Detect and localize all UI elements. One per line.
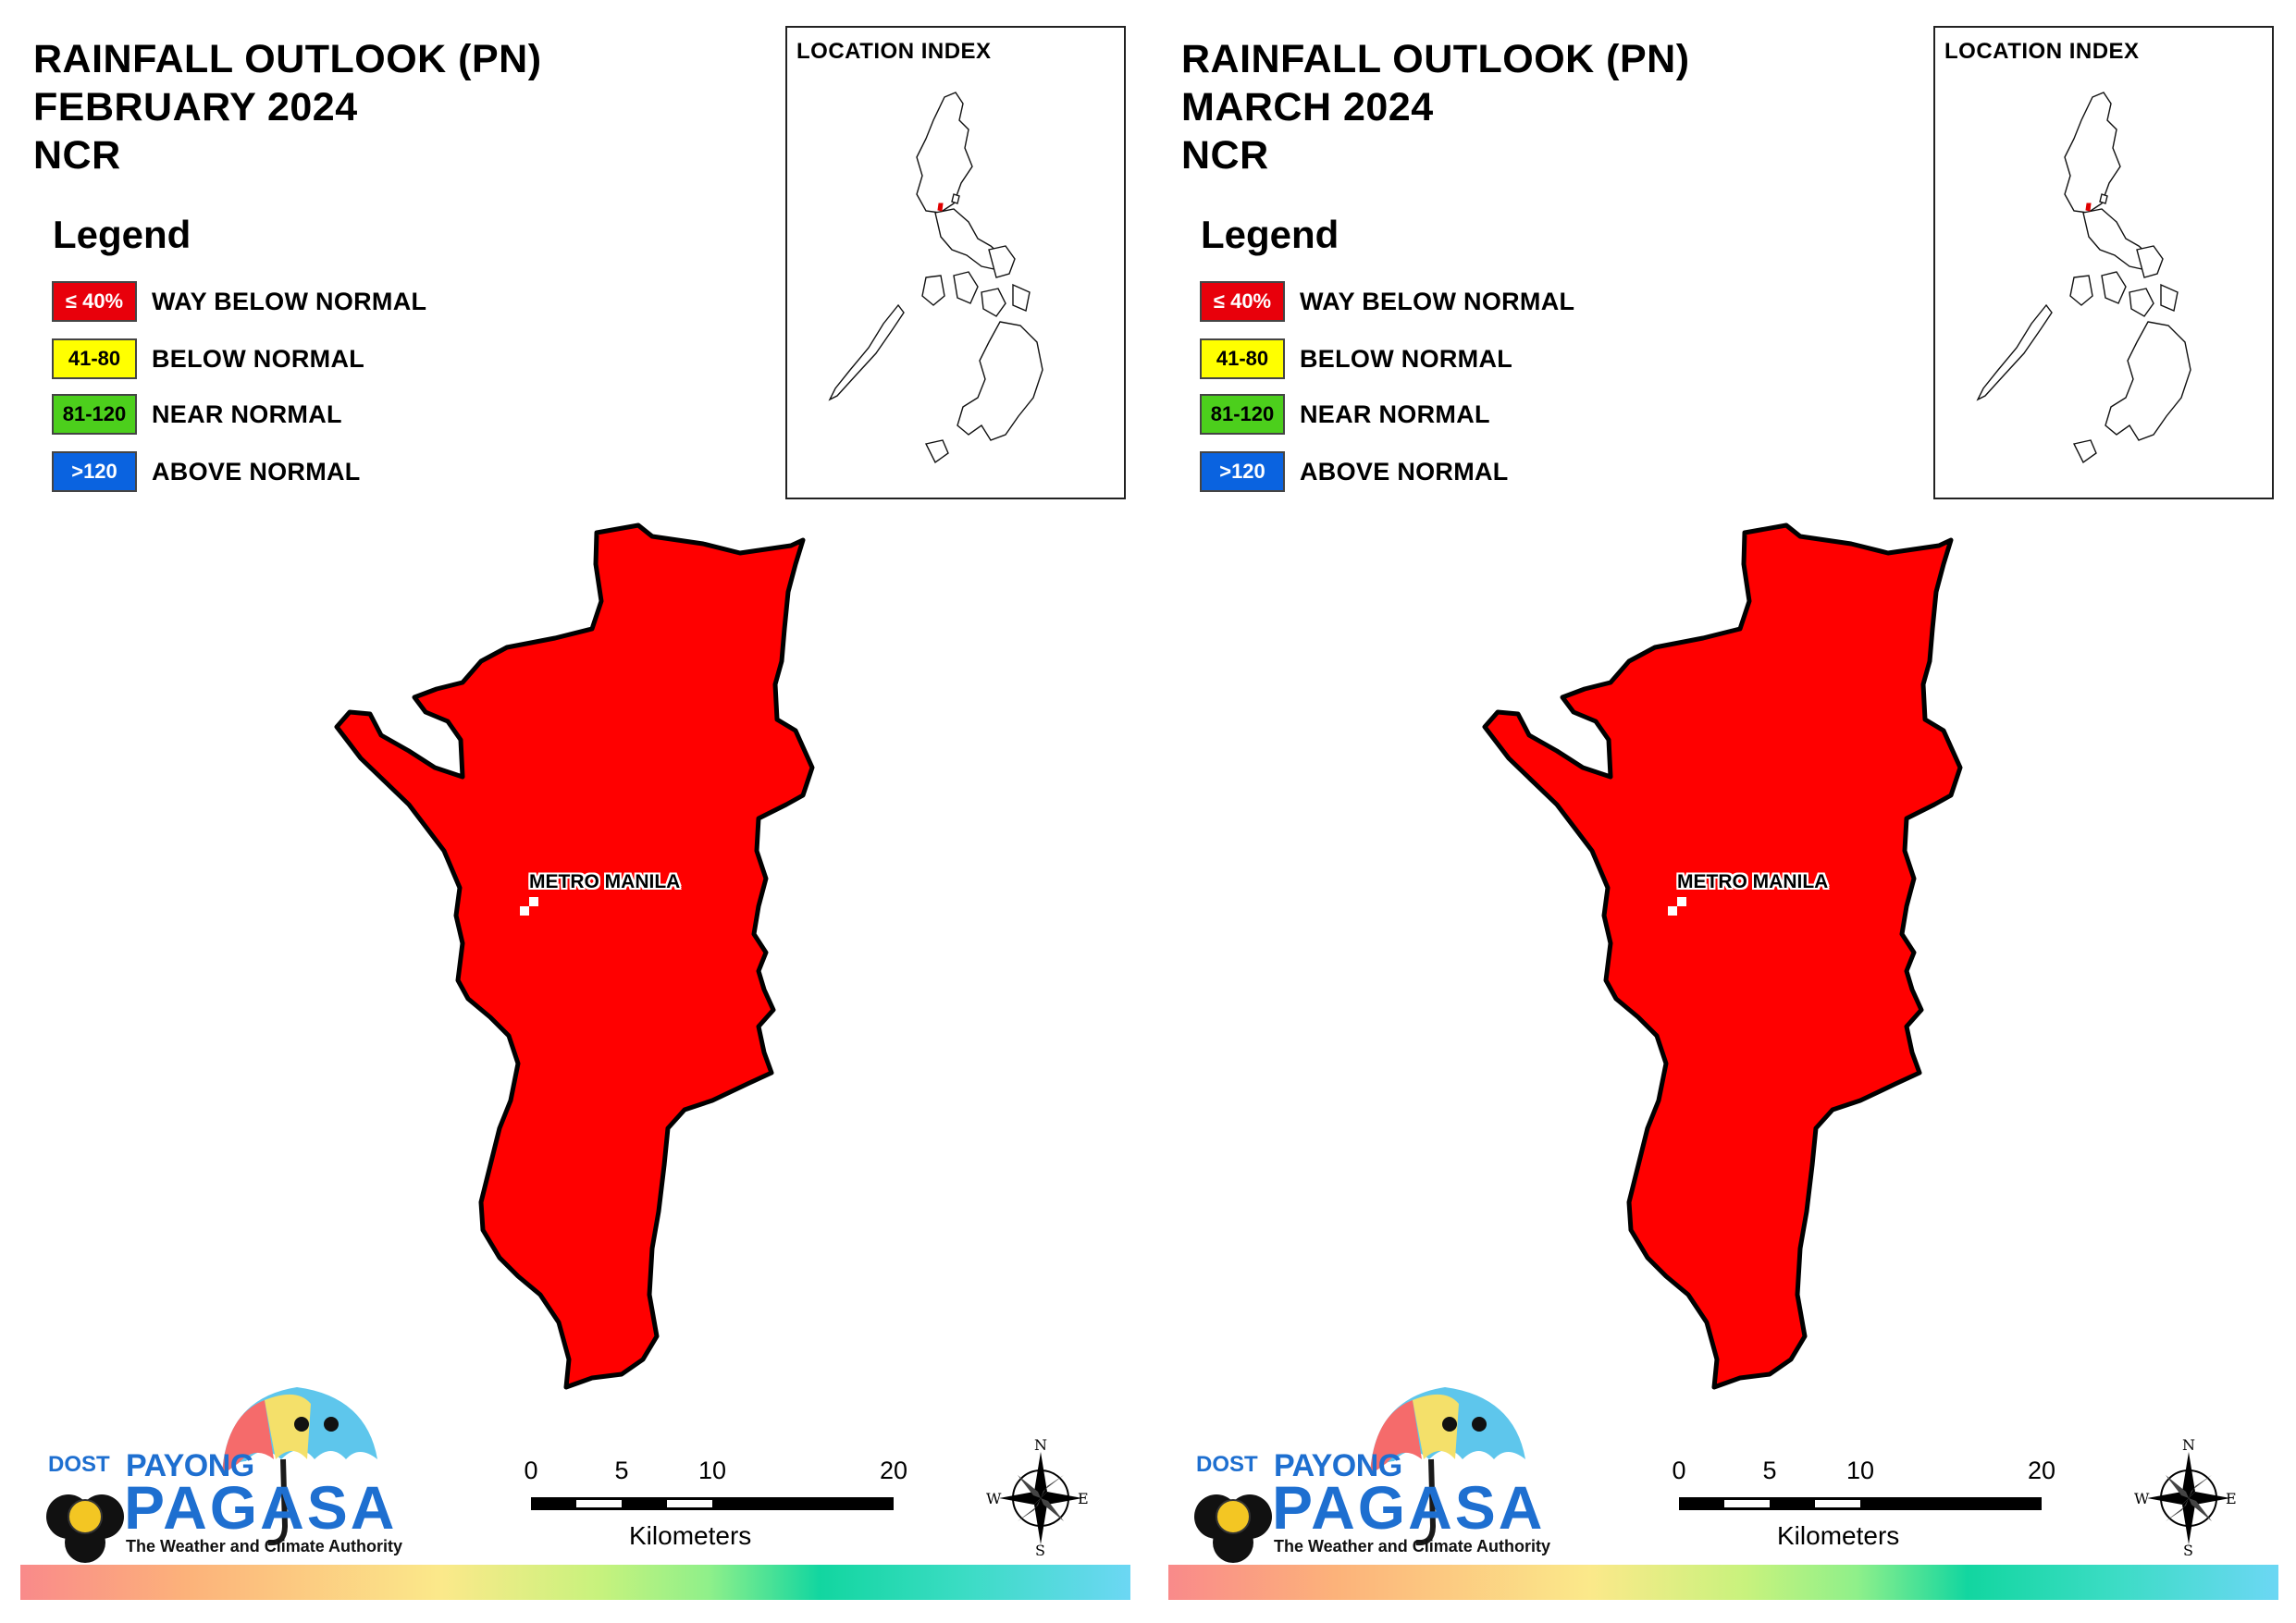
compass-w: W xyxy=(986,1490,1002,1507)
north-arrow-compass: N E S W xyxy=(2134,1436,2240,1559)
scale-units-label: Kilometers xyxy=(1777,1521,1900,1550)
legend-swatch: 81-120 xyxy=(1200,394,1285,435)
compass-n: N xyxy=(1034,1436,1047,1454)
metro-manila-region xyxy=(334,523,815,1390)
legend-swatch: 41-80 xyxy=(52,338,137,379)
title-line-1: RAINFALL OUTLOOK (PN) xyxy=(33,37,542,81)
logo-payong-text: PAYONG xyxy=(1274,1448,1402,1483)
logo-tagline: The Weather and Climate Authority xyxy=(1274,1537,1551,1555)
ncr-rainfall-map xyxy=(334,523,815,1390)
data-gap-pixel xyxy=(1668,906,1677,916)
logo-dost-text: DOST xyxy=(48,1452,110,1477)
ncr-marker xyxy=(937,203,944,212)
legend-swatch: >120 xyxy=(52,451,137,492)
scale-tick-label: 10 xyxy=(697,1457,727,1484)
scale-tick-label: 5 xyxy=(1762,1457,1777,1484)
compass-s: S xyxy=(2183,1542,2193,1559)
umbrella-icon xyxy=(1194,1387,1525,1563)
logo-payong-text: PAYONG xyxy=(126,1448,254,1483)
scale-tick-label: 0 xyxy=(524,1457,538,1484)
legend-label: NEAR NORMAL xyxy=(1300,400,1490,428)
title-line-3: NCR xyxy=(33,133,121,178)
compass-rose-icon xyxy=(999,1452,1082,1544)
philippines-outline-map xyxy=(1976,92,2191,464)
scale-bar: 0 5 10 20 Kilometers xyxy=(1666,1457,2073,1558)
scale-bar: 0 5 10 20 Kilometers xyxy=(518,1457,925,1558)
compass-n: N xyxy=(2182,1436,2195,1454)
scale-bar-segments xyxy=(531,1497,894,1510)
logo-tagline: The Weather and Climate Authority xyxy=(126,1537,403,1555)
legend-item-above-normal: >120 ABOVE NORMAL xyxy=(1200,450,1509,493)
map-title: RAINFALL OUTLOOK (PN) MARCH 2024 NCR xyxy=(1181,35,1690,179)
compass-rose-icon xyxy=(2147,1452,2230,1544)
logo-dost-text: DOST xyxy=(1196,1452,1258,1477)
compass-e: E xyxy=(1078,1490,1089,1507)
compass-s: S xyxy=(1035,1542,1045,1559)
scale-tick-label: 20 xyxy=(879,1457,908,1484)
map-title: RAINFALL OUTLOOK (PN) FEBRUARY 2024 NCR xyxy=(33,35,542,179)
compass-e: E xyxy=(2226,1490,2237,1507)
legend-label: ABOVE NORMAL xyxy=(152,457,361,486)
legend-swatch: >120 xyxy=(1200,451,1285,492)
compass-w: W xyxy=(2134,1490,2150,1507)
payong-pagasa-logo: DOST PAYONG PAGASA The Weather and Clima… xyxy=(33,1387,402,1563)
legend-item-near-normal: 81-120 NEAR NORMAL xyxy=(1200,393,1490,436)
legend-label: NEAR NORMAL xyxy=(152,400,342,428)
ncr-marker xyxy=(2085,203,2092,212)
legend-swatch: 41-80 xyxy=(1200,338,1285,379)
location-index-inset: LOCATION INDEX xyxy=(1933,26,2274,499)
outlook-panel: RAINFALL OUTLOOK (PN) MARCH 2024 NCR Leg… xyxy=(1148,0,2296,1623)
inset-title: LOCATION INDEX xyxy=(1944,39,2140,64)
legend-heading: Legend xyxy=(53,213,191,256)
legend-heading: Legend xyxy=(1201,213,1339,256)
legend-swatch: ≤ 40% xyxy=(1200,281,1285,322)
legend-item-way-below-normal: ≤ 40% WAY BELOW NORMAL xyxy=(52,280,426,323)
scale-tick-label: 0 xyxy=(1672,1457,1686,1484)
north-arrow-compass: N E S W xyxy=(986,1436,1092,1559)
logo-pagasa-text: PAGASA xyxy=(1272,1473,1546,1542)
legend-label: WAY BELOW NORMAL xyxy=(1300,287,1575,315)
inset-title: LOCATION INDEX xyxy=(796,39,992,64)
outlook-panel: RAINFALL OUTLOOK (PN) FEBRUARY 2024 NCR … xyxy=(20,26,1130,1600)
scale-tick-label: 10 xyxy=(1845,1457,1875,1484)
title-line-3: NCR xyxy=(1181,133,1269,178)
legend-item-above-normal: >120 ABOVE NORMAL xyxy=(52,450,361,493)
legend-label: WAY BELOW NORMAL xyxy=(152,287,427,315)
title-line-2: MARCH 2024 xyxy=(1181,85,1434,129)
location-index-inset: LOCATION INDEX xyxy=(785,26,1126,499)
footer-gradient-bar xyxy=(20,1565,1130,1600)
legend-item-below-normal: 41-80 BELOW NORMAL xyxy=(1200,338,1512,380)
legend-label: ABOVE NORMAL xyxy=(1300,457,1509,486)
data-gap-pixel xyxy=(529,897,538,906)
payong-pagasa-logo: DOST PAYONG PAGASA The Weather and Clima… xyxy=(1181,1387,1550,1563)
scale-units-label: Kilometers xyxy=(629,1521,752,1550)
legend-item-near-normal: 81-120 NEAR NORMAL xyxy=(52,393,342,436)
legend-swatch: ≤ 40% xyxy=(52,281,137,322)
scale-tick-label: 20 xyxy=(2027,1457,2056,1484)
logo-pagasa-text: PAGASA xyxy=(124,1473,398,1542)
philippines-outline-map xyxy=(828,92,1043,464)
legend-item-below-normal: 41-80 BELOW NORMAL xyxy=(52,338,364,380)
data-gap-pixel xyxy=(1677,897,1686,906)
metro-manila-region xyxy=(1482,523,1963,1390)
title-line-1: RAINFALL OUTLOOK (PN) xyxy=(1181,37,1690,81)
region-label-metro-manila: METRO MANILA xyxy=(529,871,681,892)
umbrella-icon xyxy=(46,1387,377,1563)
ncr-rainfall-map xyxy=(1482,523,1963,1390)
legend-swatch: 81-120 xyxy=(52,394,137,435)
scale-tick-label: 5 xyxy=(614,1457,629,1484)
scale-bar-segments xyxy=(1679,1497,2042,1510)
region-label-metro-manila: METRO MANILA xyxy=(1677,871,1829,892)
title-line-2: FEBRUARY 2024 xyxy=(33,85,358,129)
legend-item-way-below-normal: ≤ 40% WAY BELOW NORMAL xyxy=(1200,280,1574,323)
legend-label: BELOW NORMAL xyxy=(1300,344,1513,373)
footer-gradient-bar xyxy=(1168,1565,2278,1600)
legend-label: BELOW NORMAL xyxy=(152,344,365,373)
data-gap-pixel xyxy=(520,906,529,916)
